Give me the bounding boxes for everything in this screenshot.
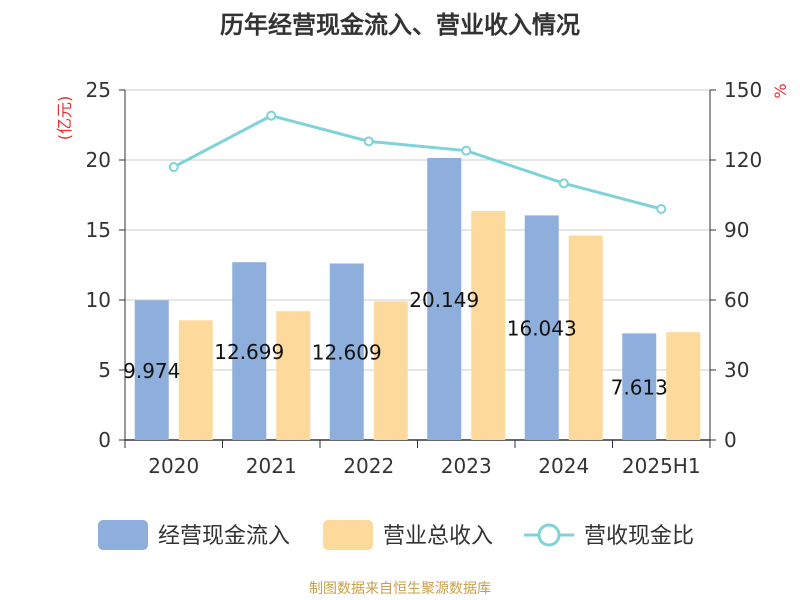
right-axis-label: % [771,83,790,98]
left-axis-label: (亿元) [55,96,74,141]
x-tick-label: 2023 [441,454,492,478]
right-tick-label: 90 [724,218,749,242]
bar-cash-inflow [329,263,364,440]
bar-cash-inflow [622,333,657,440]
ratio-point [266,110,277,121]
x-tick-label: 2020 [148,454,199,478]
x-tick-label: 2021 [246,454,297,478]
grid [125,89,710,371]
data-label: 12.609 [312,341,382,365]
right-tick-label: 30 [724,358,749,382]
x-tick-label: 2022 [343,454,394,478]
ratio-point [461,145,472,156]
x-tick-label: 2025H1 [622,454,701,478]
ratio-point [558,178,569,189]
bar-cash-inflow [524,215,559,440]
bar-cash-inflow [427,157,462,440]
bar-revenue [373,301,408,440]
axes: 0 0 5 30 10 60 15 90 20 120 25 150 (亿元)% 2020 2021 2022… [55,78,790,478]
legend-label: 营业总收入 [383,524,493,549]
data-label: 12.699 [214,340,284,364]
source-note: 制图数据来自恒生聚源数据库 [309,581,491,597]
bar-cash-inflow [134,300,169,440]
bar-revenue [178,320,213,440]
legend-marker [537,523,561,547]
bar-cash-inflow [232,262,267,440]
bars [134,157,701,440]
left-tick-label: 20 [86,148,111,172]
right-tick-label: 150 [724,78,762,102]
data-label: 16.043 [507,317,577,341]
legend: 经营现金流入 营业总收入 营收现金比 [98,520,694,550]
right-tick-label: 60 [724,288,749,312]
ratio-line [168,110,667,214]
left-tick-label: 10 [86,288,111,312]
data-label: 7.613 [611,376,668,400]
ratio-line-path [173,114,662,211]
bar-revenue [568,235,603,440]
data-label: 9.974 [123,359,180,383]
ratio-point [656,204,667,214]
left-tick-label: 0 [98,428,111,452]
bar-revenue [276,311,311,440]
legend-label: 经营现金流入 [158,524,290,549]
left-tick-label: 15 [86,218,111,242]
right-tick-label: 120 [724,148,762,172]
x-tick-label: 2024 [538,454,589,478]
bar-revenue [666,332,701,440]
legend-swatch [323,520,373,550]
data-label: 20.149 [409,288,479,312]
left-tick-label: 25 [86,78,111,102]
left-tick-label: 5 [98,358,111,382]
data-labels: 9.974 12.699 12.609 20.149 16.043 7.613 [123,288,668,400]
legend-swatch [98,520,148,550]
legend-label: 营收现金比 [584,524,694,549]
bar-revenue [471,211,506,440]
ratio-point [363,136,374,147]
right-tick-label: 0 [724,428,737,452]
chart-title: 历年经营现金流入、营业收入情况 [220,11,580,39]
ratio-point [168,162,179,172]
